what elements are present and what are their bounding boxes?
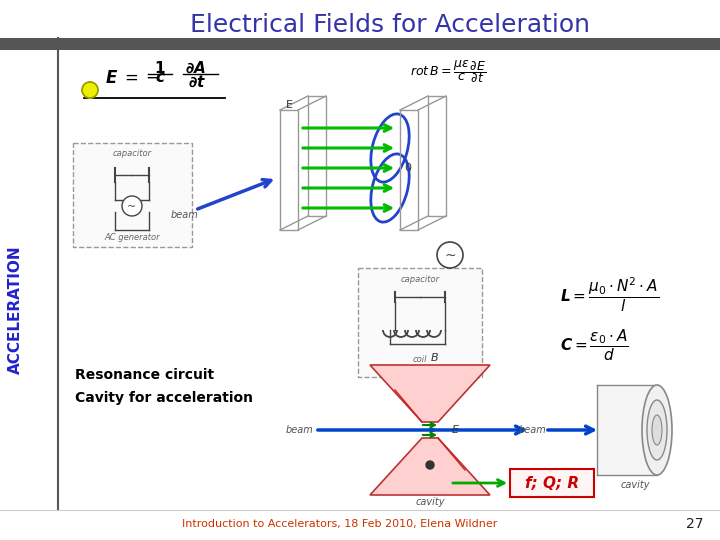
Text: $\boldsymbol{c}$: $\boldsymbol{c}$ xyxy=(155,71,166,85)
Text: $\boldsymbol{L} = \dfrac{\mu_0 \cdot N^2 \cdot A}{l}$: $\boldsymbol{L} = \dfrac{\mu_0 \cdot N^2… xyxy=(560,276,660,314)
Circle shape xyxy=(82,82,98,98)
Text: 27: 27 xyxy=(686,517,703,531)
Text: coil: coil xyxy=(413,355,427,364)
FancyBboxPatch shape xyxy=(358,268,482,377)
Text: cavity: cavity xyxy=(415,497,445,507)
Text: beam: beam xyxy=(171,210,199,220)
Text: f; Q; R: f; Q; R xyxy=(525,476,579,490)
Text: E: E xyxy=(451,425,459,435)
Text: capacitor: capacitor xyxy=(112,150,152,159)
Text: AC generator: AC generator xyxy=(104,233,160,242)
Circle shape xyxy=(426,461,434,469)
Text: beam: beam xyxy=(286,425,314,435)
Text: $\boldsymbol{1}$: $\boldsymbol{1}$ xyxy=(154,60,166,76)
Text: Introduction to Accelerators, 18 Feb 2010, Elena Wildner: Introduction to Accelerators, 18 Feb 201… xyxy=(182,519,498,529)
Polygon shape xyxy=(370,365,490,422)
Text: $\boldsymbol{C} = \dfrac{\varepsilon_0 \cdot A}{d}$: $\boldsymbol{C} = \dfrac{\varepsilon_0 \… xyxy=(560,327,629,363)
Text: beam: beam xyxy=(519,425,547,435)
Text: $\boldsymbol{\partial A}$: $\boldsymbol{\partial A}$ xyxy=(185,60,206,76)
Text: E: E xyxy=(286,100,292,110)
Text: ~: ~ xyxy=(444,249,456,263)
Circle shape xyxy=(437,242,463,268)
Text: Resonance circuit
Cavity for acceleration: Resonance circuit Cavity for acceleratio… xyxy=(75,368,253,405)
Text: $rot\,B = \dfrac{\mu\varepsilon}{c}\dfrac{\partial E}{\partial t}$: $rot\,B = \dfrac{\mu\varepsilon}{c}\dfra… xyxy=(410,58,486,85)
FancyBboxPatch shape xyxy=(73,143,192,247)
FancyBboxPatch shape xyxy=(0,38,720,50)
Circle shape xyxy=(122,196,142,216)
FancyBboxPatch shape xyxy=(510,469,594,497)
Text: ACCELERATION: ACCELERATION xyxy=(7,246,22,374)
FancyBboxPatch shape xyxy=(597,385,657,475)
Ellipse shape xyxy=(647,400,667,460)
Text: Electrical Fields for Acceleration: Electrical Fields for Acceleration xyxy=(190,13,590,37)
Text: capacitor: capacitor xyxy=(400,275,440,285)
Text: $\boldsymbol{\partial t}$: $\boldsymbol{\partial t}$ xyxy=(188,75,206,90)
Text: $\boldsymbol{E}$ $= -$: $\boldsymbol{E}$ $= -$ xyxy=(105,69,159,87)
Ellipse shape xyxy=(642,385,672,475)
Text: cavity: cavity xyxy=(620,480,649,490)
Polygon shape xyxy=(370,438,490,495)
Text: B: B xyxy=(431,353,438,363)
Ellipse shape xyxy=(652,415,662,445)
Text: 0: 0 xyxy=(405,163,412,173)
Text: ~: ~ xyxy=(127,202,137,212)
